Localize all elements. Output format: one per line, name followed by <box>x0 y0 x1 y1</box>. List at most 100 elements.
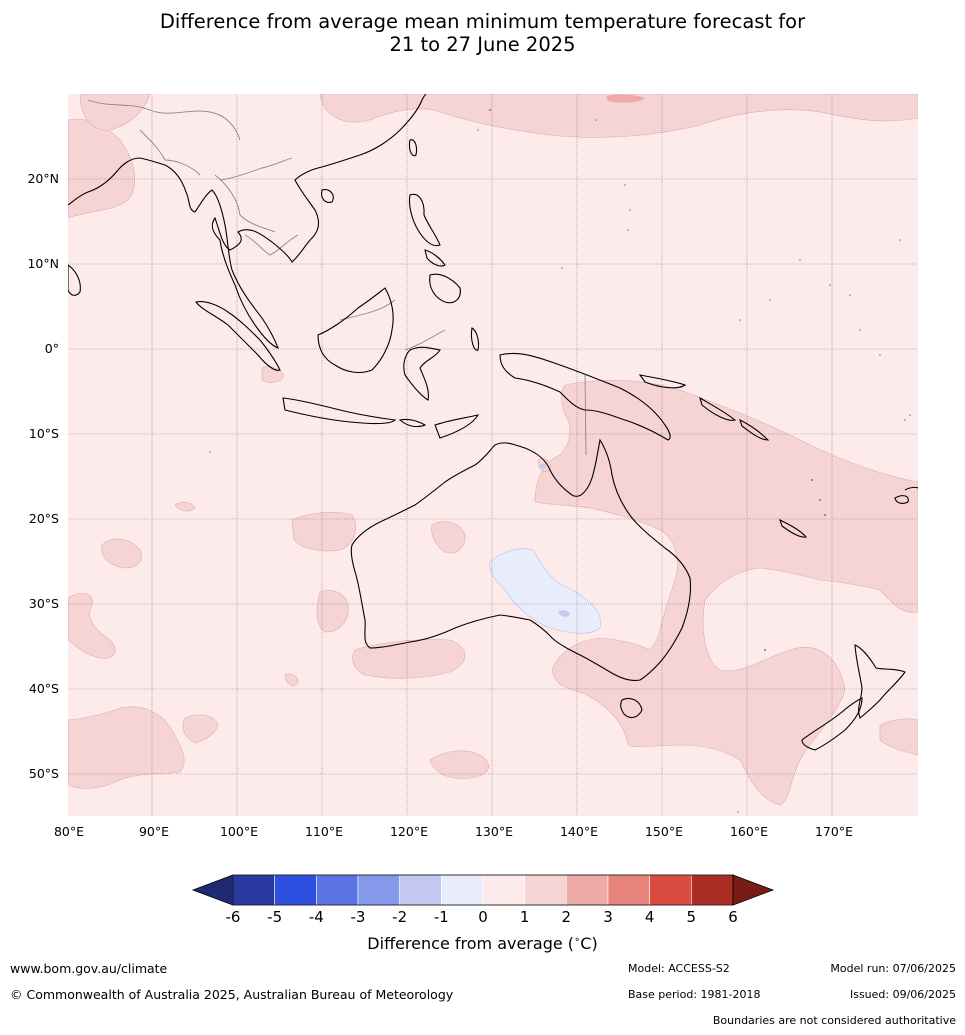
gridlines <box>68 94 918 816</box>
colorbar-high-extend <box>732 874 775 906</box>
band-tasman-east <box>879 718 918 756</box>
coast-fiji <box>894 495 909 504</box>
footer-base-period: Base period: 1981-2018 <box>628 988 761 1001</box>
colorbar-label: 4 <box>645 908 655 926</box>
anomaly-band-neg-2-neg-1 <box>558 610 570 617</box>
lon-label-140: 140°E <box>560 824 598 839</box>
colorbar-title: Difference from average (∘C) <box>0 934 965 953</box>
lon-label-170: 170°E <box>815 824 853 839</box>
lat-label-30s: 30°S <box>29 596 59 611</box>
colorbar-label: 3 <box>603 908 613 926</box>
band-north-pacific <box>319 94 918 138</box>
colorbar-cell <box>357 874 400 906</box>
title-line-1: Difference from average mean minimum tem… <box>159 10 806 33</box>
colorbar-cell <box>232 874 275 906</box>
colorbar-label: -1 <box>434 908 449 926</box>
coast-solomons-2 <box>739 418 770 441</box>
colorbar-degree: ∘ <box>574 934 581 946</box>
colorbar-label: -5 <box>267 908 282 926</box>
coast-sulawesi <box>403 346 441 401</box>
colorbar-cell <box>566 874 609 906</box>
band-australia-northwest <box>431 521 466 554</box>
colorbar-frame <box>232 874 734 906</box>
lat-label-10s: 10°S <box>29 426 59 441</box>
lon-label-150: 150°E <box>645 824 683 839</box>
colorbar-label: 1 <box>520 908 530 926</box>
coast-new-guinea <box>499 352 671 441</box>
colorbar-cell <box>482 874 525 906</box>
coast-philippines-luzon <box>408 193 441 247</box>
colorbar-cell <box>441 874 484 906</box>
colorbar-cell <box>691 874 734 906</box>
band-tibet <box>79 94 151 131</box>
colorbar-labels: -6 -5 -4 -3 -2 -1 0 1 2 3 4 5 6 <box>226 908 738 926</box>
pacific-islands <box>209 109 911 813</box>
band-australia-west <box>291 511 356 552</box>
colorbar-label: -3 <box>351 908 366 926</box>
coast-hainan <box>321 189 334 203</box>
anomaly-band-neg-2-neg-1-b <box>540 463 547 469</box>
colorbar-label: -4 <box>309 908 324 926</box>
colorbar-cell <box>524 874 567 906</box>
lat-label-20s: 20°S <box>29 511 59 526</box>
coast-timor <box>434 414 480 439</box>
lat-label-50s: 50°S <box>29 766 59 781</box>
colorbar-label: 0 <box>478 908 488 926</box>
colorbar-cell <box>649 874 692 906</box>
coast-philippines-mindanao <box>429 273 461 304</box>
footer-model: Model: ACCESS-S2 <box>628 962 730 975</box>
coast-tasmania <box>620 697 643 719</box>
band-great-australian-bight <box>352 639 466 679</box>
footer-copyright: © Commonwealth of Australia 2025, Austra… <box>10 987 454 1002</box>
coast-sri-lanka <box>68 264 81 296</box>
band-indian-ocean-2 <box>174 501 196 512</box>
coast-nz-south <box>801 697 863 751</box>
band-indian-ocean-1 <box>101 538 142 569</box>
colorbar-cells <box>232 874 734 906</box>
coast-taiwan <box>408 139 418 157</box>
colorbar-cell <box>399 874 442 906</box>
coast-maluku <box>470 327 480 351</box>
lat-label-20n: 20°N <box>27 171 59 186</box>
coast-java <box>282 397 397 425</box>
footer-issued: Issued: 09/06/2025 <box>849 988 956 1001</box>
lon-tick-labels: 80°E 90°E 100°E 110°E 120°E 130°E 140°E … <box>54 824 853 839</box>
lon-label-160: 160°E <box>730 824 768 839</box>
band-south-west-aus <box>316 590 349 633</box>
coastlines <box>68 94 918 751</box>
lat-label-40s: 40°S <box>29 681 59 696</box>
coast-asia <box>68 94 427 349</box>
lon-label-130: 130°E <box>475 824 513 839</box>
lon-label-100: 100°E <box>220 824 258 839</box>
colorbar-label: -6 <box>226 908 241 926</box>
lon-label-90: 90°E <box>139 824 169 839</box>
footer-website[interactable]: www.bom.gov.au/climate <box>10 961 168 976</box>
coast-fiji-2 <box>904 486 918 491</box>
coast-philippines-visayas <box>424 249 446 267</box>
colorbar-label: 2 <box>562 908 572 926</box>
colorbar-unit: C) <box>580 934 598 953</box>
coast-bismarck <box>638 374 687 389</box>
coast-borneo <box>317 287 394 374</box>
coast-sumatra <box>195 301 281 371</box>
colorbar-cell <box>316 874 359 906</box>
band-indian-ocean-4 <box>284 673 299 686</box>
lat-tick-labels: 20°N 10°N 0° 10°S 20°S 30°S 40°S 50°S <box>27 171 59 781</box>
colorbar-label: 5 <box>687 908 697 926</box>
footer-disclaimer: Boundaries are not considered authoritat… <box>712 1014 956 1027</box>
band-southern-indian-2 <box>182 714 219 744</box>
coast-solomons <box>699 396 737 421</box>
coast-australia <box>350 438 692 682</box>
lat-label-10n: 10°N <box>27 256 59 271</box>
title-line-2: 21 to 27 June 2025 <box>389 33 576 56</box>
coast-nz-north <box>854 644 906 719</box>
lon-label-110: 110°E <box>305 824 343 839</box>
band-indian-ocean-3 <box>68 592 116 659</box>
footer-model-run: Model run: 07/06/2025 <box>830 962 956 975</box>
coast-flores <box>398 418 427 428</box>
colorbar: -6 -5 -4 -3 -2 -1 0 1 2 3 4 5 6 <box>191 874 775 926</box>
colorbar-cell <box>274 874 317 906</box>
country-borders <box>87 99 587 456</box>
